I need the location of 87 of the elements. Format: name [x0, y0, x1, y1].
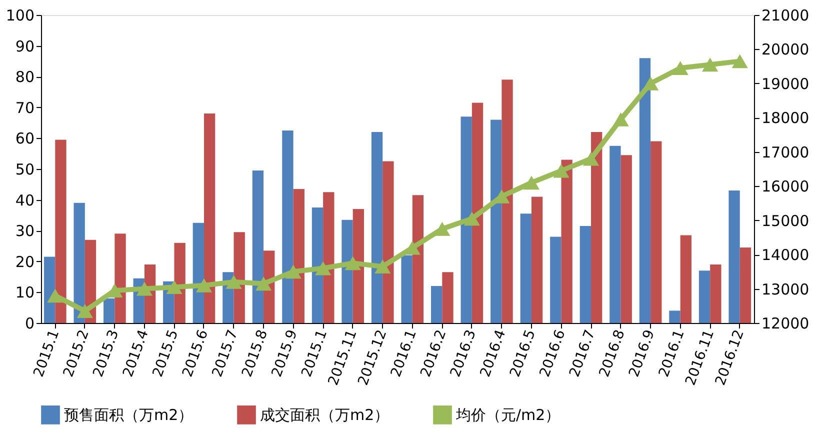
bar [252, 170, 264, 323]
bar [204, 114, 216, 323]
bar [234, 232, 245, 323]
bar [580, 226, 592, 323]
y-tick-label: 80 [15, 68, 34, 86]
bar [728, 190, 740, 323]
y2-tick-label: 15000 [762, 212, 810, 230]
bar [442, 272, 454, 323]
bar [472, 102, 484, 323]
bar [531, 196, 543, 323]
y2-tick-label: 14000 [762, 246, 810, 264]
bar [371, 132, 383, 323]
point [523, 176, 540, 190]
bar [620, 155, 632, 323]
bar [323, 192, 334, 323]
bar [669, 310, 680, 323]
legend-label: 预售面积（万m2） [64, 406, 194, 424]
point [285, 264, 302, 279]
bar [591, 132, 602, 323]
y2-tick-label: 21000 [762, 6, 810, 24]
bar [342, 220, 353, 323]
bar [44, 256, 56, 323]
bar [520, 214, 532, 323]
bar [382, 161, 394, 323]
y2-tick-label: 13000 [762, 280, 810, 298]
legend-label: 均价（元/m2） [455, 406, 560, 424]
bar [104, 298, 115, 323]
y2-tick-label: 16000 [762, 178, 810, 196]
y2-tick-label: 19000 [762, 74, 810, 93]
y-tick-label: 90 [15, 37, 34, 56]
bar [740, 248, 752, 323]
point [582, 152, 600, 166]
y-tick-label: 20 [15, 252, 34, 271]
bar [352, 209, 364, 323]
bar [550, 236, 562, 323]
y2-tick-label: 18000 [762, 109, 810, 128]
bar [312, 208, 324, 323]
y-tick-label: 10 [15, 284, 34, 302]
bar [460, 116, 472, 323]
bar [412, 195, 424, 323]
bar [293, 189, 304, 323]
y-tick-label: 100 [6, 6, 34, 24]
bar [610, 146, 621, 323]
point [642, 76, 659, 90]
y-tick-label: 30 [15, 222, 34, 240]
point [166, 280, 182, 294]
bar [282, 130, 294, 323]
point [47, 288, 64, 303]
bar [698, 270, 710, 323]
y2-tick-label: 12000 [762, 314, 810, 332]
bar [650, 141, 662, 323]
point [315, 261, 332, 276]
point [434, 222, 450, 236]
point [344, 256, 361, 270]
y2-tick-label: 20000 [762, 40, 810, 59]
point [255, 276, 272, 291]
y-tick-label: 60 [15, 130, 34, 148]
y-tick-label: 0 [24, 314, 34, 332]
point [404, 240, 420, 255]
legend-label: 成交面积（万m2） [260, 406, 390, 424]
point [672, 61, 688, 76]
point [226, 274, 242, 289]
bar [502, 80, 513, 323]
bar [710, 264, 722, 323]
point [136, 282, 153, 296]
y-tick-label: 40 [15, 191, 34, 210]
bar [430, 286, 442, 323]
bar [680, 235, 692, 323]
bar [639, 58, 651, 323]
point [553, 164, 570, 178]
point [702, 58, 718, 72]
point [612, 112, 629, 126]
point [76, 304, 93, 318]
bar [401, 255, 412, 323]
y-tick-label: 70 [15, 98, 34, 117]
point [196, 278, 212, 292]
bar [114, 234, 126, 323]
bar [192, 222, 204, 323]
point [374, 260, 391, 274]
bar [490, 120, 502, 323]
y-tick-label: 50 [15, 160, 34, 178]
y2-tick-label: 17000 [762, 143, 810, 162]
point [464, 212, 480, 226]
point [732, 54, 748, 68]
bar [55, 140, 66, 323]
bar [74, 202, 85, 323]
bar [561, 160, 572, 323]
